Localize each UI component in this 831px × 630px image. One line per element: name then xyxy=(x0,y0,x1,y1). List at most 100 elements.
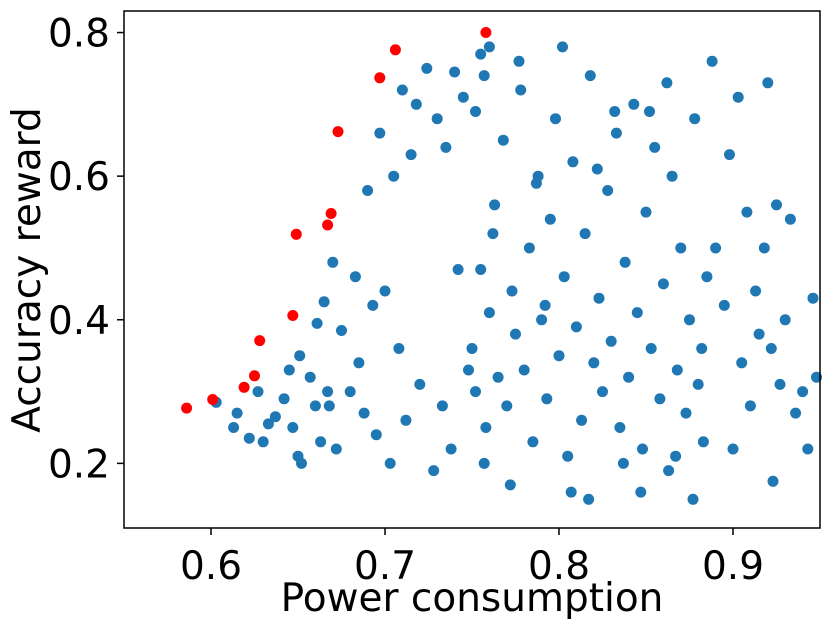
data-point xyxy=(654,393,666,405)
data-point xyxy=(750,285,762,297)
data-point xyxy=(807,292,819,304)
plot-frame xyxy=(123,10,821,529)
data-point xyxy=(593,292,605,304)
data-point xyxy=(436,400,448,412)
data-point xyxy=(492,371,504,383)
data-point xyxy=(463,364,474,376)
data-point xyxy=(718,299,730,311)
data-point xyxy=(269,411,281,423)
data-point xyxy=(487,228,499,240)
data-point xyxy=(790,407,802,419)
data-point xyxy=(680,407,692,419)
data-point xyxy=(635,486,647,498)
data-point xyxy=(457,91,469,103)
data-point xyxy=(765,343,777,354)
data-point xyxy=(510,328,521,340)
data-point xyxy=(470,386,481,398)
data-point xyxy=(579,228,591,240)
x-axis-label: Power consumption xyxy=(281,576,664,621)
data-point xyxy=(400,414,412,426)
data-point xyxy=(523,242,535,254)
frontier-point xyxy=(325,208,337,219)
data-point xyxy=(774,378,786,390)
data-point xyxy=(570,321,582,333)
data-point xyxy=(619,256,631,268)
frontier-point xyxy=(389,44,401,56)
data-point xyxy=(322,386,334,398)
frontier-point xyxy=(480,27,492,38)
frontier-point xyxy=(238,381,250,393)
data-point xyxy=(231,407,243,419)
data-point xyxy=(623,371,635,383)
data-point xyxy=(440,141,452,153)
data-point xyxy=(349,271,361,283)
data-point xyxy=(614,422,626,433)
data-point xyxy=(544,213,556,225)
y-tick-label: 0.2 xyxy=(48,442,110,487)
data-point xyxy=(588,357,600,369)
data-point xyxy=(527,436,539,448)
data-point xyxy=(591,163,603,175)
data-point xyxy=(515,84,527,96)
frontier-point xyxy=(287,310,299,321)
y-tick-label: 0.6 xyxy=(48,155,110,200)
data-point xyxy=(675,242,687,254)
data-point xyxy=(501,400,513,412)
frontier-point xyxy=(322,219,334,231)
data-point xyxy=(661,77,673,89)
data-point xyxy=(405,149,417,161)
data-point xyxy=(536,314,548,326)
data-point xyxy=(609,106,621,117)
data-point xyxy=(724,149,735,161)
frontier-point xyxy=(332,126,344,138)
frontier-point xyxy=(254,335,266,347)
data-point xyxy=(701,271,713,283)
data-point xyxy=(583,493,595,505)
data-point xyxy=(802,443,814,455)
data-point xyxy=(336,325,347,336)
data-point xyxy=(278,393,290,405)
data-point xyxy=(287,422,299,433)
data-point xyxy=(645,343,657,354)
data-point xyxy=(758,242,770,254)
data-point xyxy=(374,127,386,139)
data-point xyxy=(475,264,487,275)
data-point xyxy=(710,242,722,254)
data-point xyxy=(506,285,518,297)
data-point xyxy=(243,432,255,444)
data-point xyxy=(610,127,622,139)
data-point xyxy=(428,465,440,477)
data-point xyxy=(294,350,306,362)
data-point xyxy=(530,177,542,189)
data-point xyxy=(466,343,478,354)
axis-ticks-layer: 0.6 0.7 0.8 0.9 0.2 0.4 0.6 0.8 xyxy=(48,12,764,589)
data-point xyxy=(396,84,408,96)
data-point xyxy=(637,443,648,455)
data-point xyxy=(753,328,765,340)
data-point xyxy=(379,285,391,297)
data-point xyxy=(732,91,744,103)
data-point xyxy=(483,41,495,53)
data-point xyxy=(697,436,709,448)
data-point xyxy=(370,429,382,441)
data-point xyxy=(431,113,443,125)
data-point xyxy=(330,443,342,455)
data-point xyxy=(228,422,240,433)
frontier-point xyxy=(207,394,219,405)
data-point xyxy=(553,350,565,362)
data-point xyxy=(689,113,701,125)
data-point xyxy=(550,113,561,125)
data-point xyxy=(562,450,574,462)
data-point xyxy=(518,364,530,376)
data-point xyxy=(744,400,756,412)
data-point xyxy=(309,400,321,412)
data-point xyxy=(367,299,379,311)
data-point xyxy=(706,55,718,67)
frontier-point xyxy=(249,370,260,382)
y-tick-label: 0.8 xyxy=(48,12,110,57)
data-point xyxy=(504,479,516,491)
data-point xyxy=(421,62,433,74)
data-points-layer xyxy=(181,27,822,505)
x-tick-label: 0.8 xyxy=(528,544,590,589)
data-point xyxy=(323,400,335,412)
